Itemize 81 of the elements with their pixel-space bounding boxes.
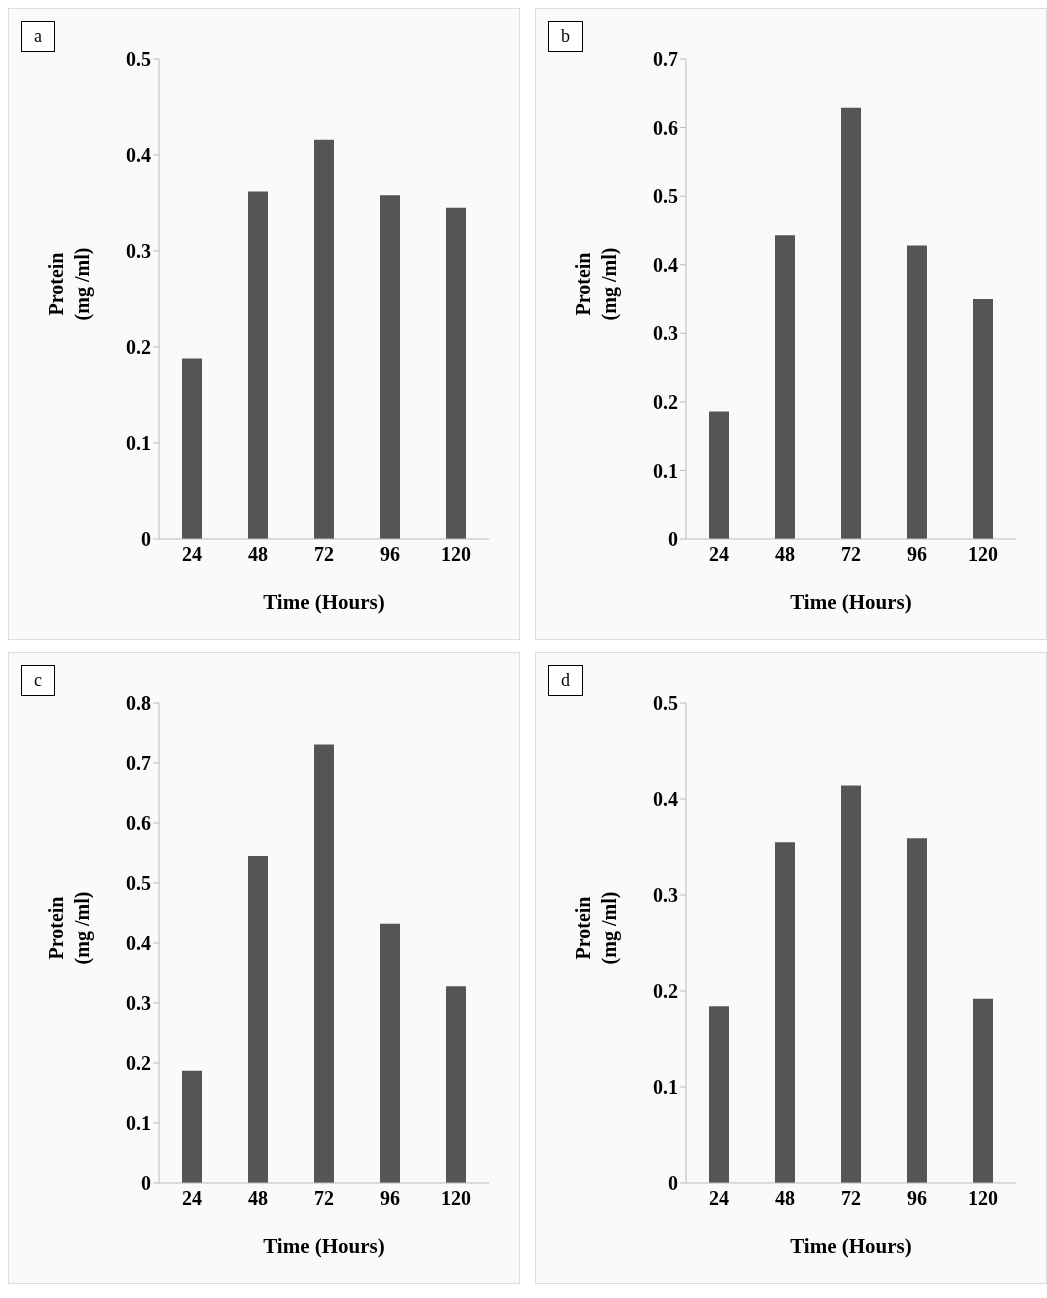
x-tick-label: 120: [441, 1187, 471, 1210]
x-tick-label: 96: [907, 543, 927, 566]
y-tick-label: 0: [141, 528, 151, 551]
y-tick-label: 0.4: [126, 144, 151, 167]
bar: [248, 856, 268, 1183]
y-tick-label: 0.8: [126, 692, 151, 715]
x-tick-label: 72: [841, 1187, 861, 1210]
y-tick-label: 0: [141, 1172, 151, 1195]
y-tick-label: 0.1: [126, 432, 151, 455]
x-tick-label: 96: [380, 1187, 400, 1210]
y-tick-label: 0.2: [126, 336, 151, 359]
y-axis-title: Protein (mg /ml): [44, 246, 95, 323]
y-tick-label: 0.4: [653, 253, 678, 276]
bar: [380, 195, 400, 539]
y-tick-label: 0.4: [653, 788, 678, 811]
y-axis-title: Protein (mg /ml): [571, 246, 622, 323]
x-tick-label: 120: [968, 1187, 998, 1210]
y-axis-title: Protein (mg /ml): [571, 890, 622, 967]
bar: [907, 838, 927, 1183]
y-tick-label: 0.2: [126, 1052, 151, 1075]
bar: [841, 107, 861, 539]
bar: [314, 139, 334, 539]
bar: [973, 998, 993, 1183]
bar: [314, 744, 334, 1183]
x-tick-label: 120: [968, 543, 998, 566]
y-tick-label: 0: [668, 528, 678, 551]
y-tick-label: 0.1: [126, 1112, 151, 1135]
bar: [248, 191, 268, 539]
y-tick-label: 0.1: [653, 1076, 678, 1099]
y-tick-label: 0.7: [126, 752, 151, 775]
y-tick-label: 0.3: [126, 992, 151, 1015]
y-tick-label: 0.3: [653, 884, 678, 907]
y-tick-label: 0.7: [653, 48, 678, 71]
x-tick-label: 72: [314, 543, 334, 566]
bar: [446, 986, 466, 1183]
y-tick-label: 0.3: [653, 322, 678, 345]
y-tick-label: 0.5: [126, 872, 151, 895]
x-tick-label: 96: [380, 543, 400, 566]
x-tick-label: 120: [441, 543, 471, 566]
x-tick-label: 24: [709, 543, 729, 566]
x-tick-label: 72: [314, 1187, 334, 1210]
bar: [182, 1070, 202, 1183]
x-tick-label: 48: [248, 1187, 268, 1210]
chart-title: a: [21, 21, 55, 52]
bar: [775, 842, 795, 1183]
y-tick-label: 0.5: [126, 48, 151, 71]
bar: [709, 1006, 729, 1183]
x-tick-label: 24: [182, 543, 202, 566]
bar: [380, 923, 400, 1183]
x-axis-title: Time (Hours): [263, 1234, 385, 1258]
x-tick-label: 48: [248, 543, 268, 566]
x-tick-label: 24: [709, 1187, 729, 1210]
bar: [775, 235, 795, 539]
x-tick-label: 24: [182, 1187, 202, 1210]
y-tick-label: 0.1: [653, 459, 678, 482]
y-tick-label: 0.2: [653, 980, 678, 1003]
y-tick-label: 0.5: [653, 185, 678, 208]
y-tick-label: 0.4: [126, 932, 151, 955]
bar: [182, 358, 202, 539]
y-tick-label: 0.5: [653, 692, 678, 715]
x-tick-label: 48: [775, 543, 795, 566]
y-tick-label: 0: [668, 1172, 678, 1195]
bar: [841, 785, 861, 1183]
chart-title: d: [548, 665, 583, 696]
y-axis-title: Protein (mg /ml): [44, 890, 95, 967]
chart-title: c: [21, 665, 55, 696]
y-tick-label: 0.3: [126, 240, 151, 263]
x-axis-title: Time (Hours): [790, 590, 912, 614]
x-axis-title: Time (Hours): [790, 1234, 912, 1258]
y-tick-label: 0.6: [126, 812, 151, 835]
x-tick-label: 48: [775, 1187, 795, 1210]
x-axis-title: Time (Hours): [263, 590, 385, 614]
x-tick-label: 96: [907, 1187, 927, 1210]
y-tick-label: 0.6: [653, 116, 678, 139]
bar: [709, 411, 729, 539]
x-tick-label: 72: [841, 543, 861, 566]
bar: [907, 245, 927, 539]
chart-title: b: [548, 21, 583, 52]
bar: [973, 299, 993, 539]
bar: [446, 207, 466, 539]
y-tick-label: 0.2: [653, 390, 678, 413]
